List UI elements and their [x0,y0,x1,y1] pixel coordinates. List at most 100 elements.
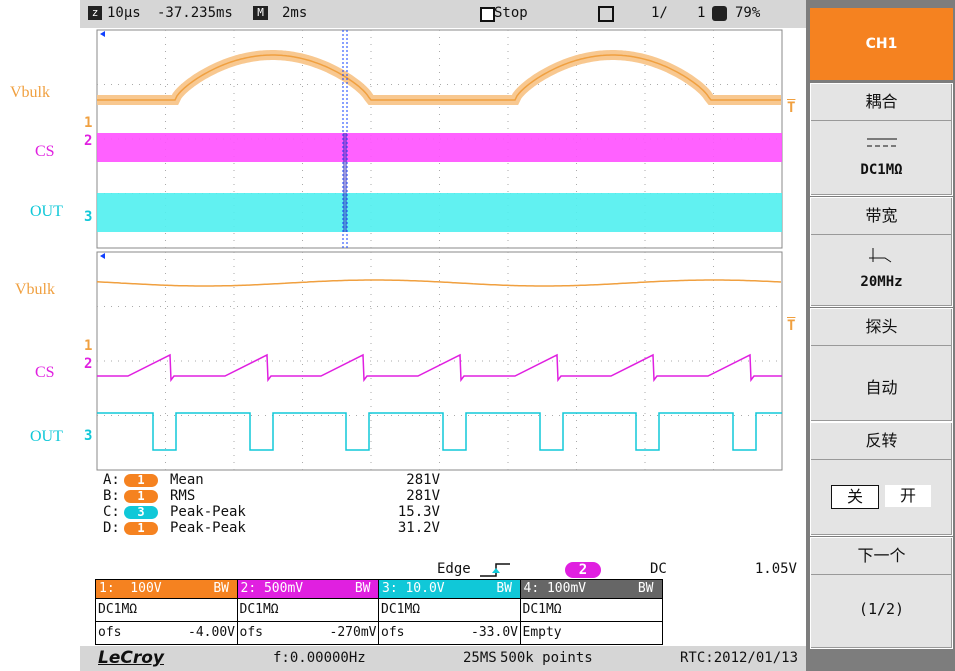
channel-ofs: -270mV [329,625,377,640]
stop-icon [480,7,495,22]
acq-icon [598,6,614,22]
menu-label: 下一个 [811,538,952,575]
channel-bw: BW [637,581,654,596]
channel-header: 3: 10.0V BW [379,580,520,598]
graticule [96,251,783,471]
zoom-icon: z [88,6,102,20]
meas-name: Peak-Peak [170,504,246,520]
waveform-cs [97,353,782,383]
menu-title[interactable]: CH1 [810,8,953,80]
channel-bw: BW [496,581,512,596]
trace-label: Vbulk [15,281,55,298]
channel-coupling: DC1MΩ [381,602,421,617]
waveform-out [97,412,782,451]
meas-value: 15.3V [397,504,440,520]
trigger-level: 1.05V [754,561,797,577]
zoom-position: -37.235ms [157,5,233,21]
option-on[interactable]: 开 [885,485,931,507]
zoom-scale: 10µs [107,5,141,21]
menu-label: 反转 [811,423,952,460]
dc-icon [867,138,897,147]
record-length: 500k points [500,650,593,666]
menu-value: (1/2) [858,600,905,618]
channel-ofs-label: ofs [98,625,122,640]
channel-box: 4: 100mV BW DC1MΩ Empty [519,579,663,645]
waveform-vbulk [97,54,781,101]
acquisitions-total: 1 [697,5,706,21]
channel-bw: BW [354,581,371,596]
channel-ofs: -4.00V [188,625,235,640]
meas-value: 31.2V [397,520,440,536]
menu-item[interactable]: 探头 自动 [810,308,953,422]
menu-item[interactable]: 耦合 DC1MΩ [810,83,953,196]
meas-slot: D: [103,520,120,536]
channel-scale: 1: 100V [99,581,162,596]
channel-scale: 2: 500mV [240,581,304,596]
meas-value: 281V [406,488,440,504]
channel-ofs: -33.0V [471,625,518,640]
trigger-marker: T [787,100,796,116]
channel-row: DC1MΩ [520,598,662,621]
run-state: Stop [494,5,528,21]
trigger-pointer [100,31,105,37]
trigger-coupling: DC [650,561,667,577]
battery-icon [712,6,727,21]
channel-marker: 2 [84,356,93,372]
channel-header: 4: 100mV BW [520,580,662,598]
channel-box: 1: 100V BW DC1MΩ ofs -4.00V [95,579,238,645]
menu-value: 自动 [865,378,898,397]
channel-marker: 2 [84,133,93,149]
menu-item[interactable]: 下一个 (1/2) [810,537,953,649]
channel-marker: 3 [84,209,93,225]
channel-header: 1: 100V BW [96,580,237,598]
channel-scale: 4: 100mV [523,581,587,596]
acquisitions: 1/ [651,5,668,21]
main-icon: M [253,6,268,20]
channel-row: ofs -4.00V [96,621,237,644]
meas-value: 281V [406,472,440,488]
channel-marker: 1 [84,115,93,131]
meas-slot: B: [103,488,120,504]
channel-ofs-label: ofs [381,625,405,640]
channel-box: 3: 10.0V BW DC1MΩ ofs -33.0V [378,579,521,645]
edge-icon [480,563,510,577]
meas-slot: C: [103,504,120,520]
meas-name: RMS [170,488,196,504]
brand: LeCroy [98,648,164,668]
channel-row: DC1MΩ [379,598,520,621]
channel-header: 2: 500mV BW [237,580,379,598]
meas-channel: 1 [124,474,158,487]
channel-ofs: Empty [522,625,562,640]
channel-row: DC1MΩ [237,598,379,621]
channel-scale: 3: 10.0V [382,581,445,596]
trace-label: OUT [30,203,63,220]
menu-item[interactable]: 带宽 20MHz [810,197,953,307]
trace-label: CS [35,143,55,160]
trigger-pointer [100,253,105,259]
channel-row: Empty [520,621,662,644]
waveform-out-band [97,193,782,232]
trace-label: OUT [30,428,63,445]
frequency: f:0.00000Hz [273,650,366,666]
channel-coupling: DC1MΩ [98,602,138,617]
waveform-cs-band [97,133,782,162]
meas-channel: 1 [124,522,158,535]
waveform-vbulk [96,279,782,287]
menu-label: 耦合 [811,84,952,121]
option-off[interactable]: 关 [831,485,879,509]
trace-label: Vbulk [10,84,50,101]
channel-marker: 3 [84,428,93,444]
side-menu: CH1 耦合 DC1MΩ 带宽 20MHz 探头 自动 反转 关 开 下一个 (… [806,0,955,671]
status-bar: LeCroy f:0.00000Hz 25MS 500k points RTC:… [80,646,874,671]
menu-item[interactable]: 反转 关 开 [810,422,953,536]
bw-icon [869,248,892,263]
trigger-source: 2 [565,562,601,578]
channel-row: ofs -270mV [237,621,379,644]
menu-value: DC1MΩ [860,162,903,178]
meas-name: Mean [170,472,204,488]
battery: 79% [735,5,761,21]
trigger-marker: T [787,318,796,334]
meas-channel: 1 [124,490,158,503]
channel-row: DC1MΩ [96,598,237,621]
meas-channel: 3 [124,506,158,519]
